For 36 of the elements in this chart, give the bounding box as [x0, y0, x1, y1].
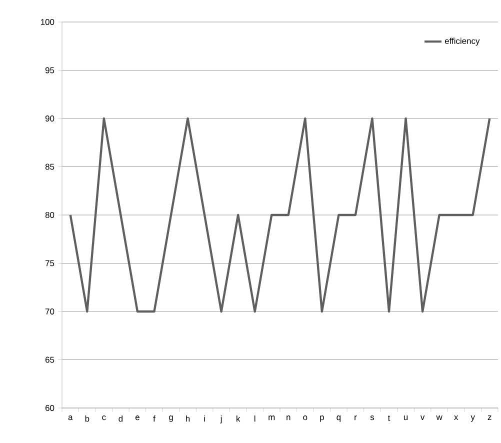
x-tick-label: y [470, 416, 475, 422]
y-tick-label: 100 [40, 19, 54, 25]
x-tick-label: x [454, 416, 458, 420]
x-tick-label: c [102, 416, 106, 420]
x-tick-label: m [268, 416, 275, 420]
x-tick-label: p [320, 416, 324, 422]
x-tick-label: t [388, 416, 390, 422]
x-tick-label: d [118, 416, 123, 422]
x-tick-label: f [153, 416, 156, 422]
y-tick-label: 90 [45, 116, 54, 122]
x-tick-label: r [354, 416, 357, 420]
y-tick-label: 70 [46, 308, 54, 314]
x-tick-label: z [488, 416, 492, 420]
x-tick-label: q [336, 416, 341, 422]
x-tick-label: v [420, 416, 425, 420]
x-tick-label: l [254, 416, 256, 422]
x-tick-label: g [169, 416, 173, 422]
x-tick-label: j [220, 416, 222, 424]
x-tick-label: a [68, 416, 73, 420]
y-tick-label: 85 [45, 164, 54, 170]
x-tick-label: h [186, 416, 190, 422]
x-tick-label: o [303, 416, 308, 420]
legend-label: efficiency [444, 38, 480, 46]
x-tick-label: i [204, 416, 205, 422]
y-tick-label: 75 [46, 260, 54, 266]
y-tick-label: 65 [46, 356, 54, 363]
x-tick-label: u [404, 416, 408, 420]
y-tick-label: 95 [45, 67, 54, 74]
x-tick-label: b [85, 416, 90, 422]
x-tick-label: s [370, 416, 374, 420]
x-tick-label: w [436, 416, 442, 420]
x-tick-label: e [135, 416, 140, 420]
y-tick-label: 60 [46, 405, 54, 411]
y-tick-label: 80 [45, 212, 54, 218]
x-tick-label: k [236, 416, 240, 422]
x-tick-label: n [286, 416, 290, 420]
